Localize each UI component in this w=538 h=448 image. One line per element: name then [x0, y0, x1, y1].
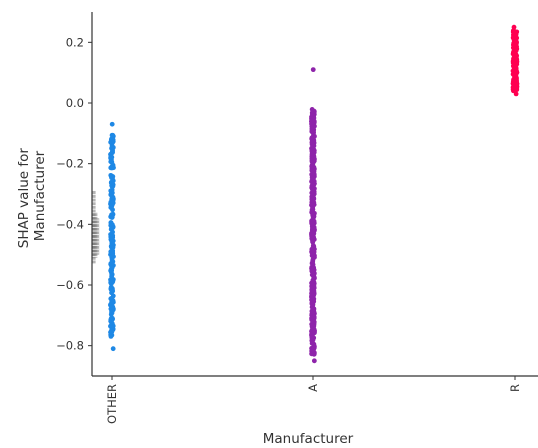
data-point [309, 334, 315, 340]
y-axis-label: SHAP value for Manufacturer [16, 144, 48, 248]
data-point [108, 191, 114, 197]
x-tick-label: OTHER [105, 384, 119, 424]
points-layer [108, 24, 520, 364]
data-point [310, 196, 316, 202]
y-tick-label: −0.8 [56, 339, 84, 353]
data-point [109, 243, 115, 249]
x-tick-label: A [306, 384, 320, 392]
data-point [310, 175, 316, 180]
y-ticks: 0.2 0.0 −0.2 −0.4 −0.6 −0.8 [56, 35, 92, 353]
data-point [310, 231, 315, 237]
data-point [109, 175, 114, 180]
data-point [513, 56, 519, 62]
data-point [310, 234, 315, 240]
data-point [310, 203, 316, 208]
data-point [108, 286, 114, 292]
data-point [309, 285, 315, 290]
data-point [110, 200, 116, 206]
data-point [110, 132, 116, 138]
data-point [310, 163, 315, 168]
data-point [110, 139, 116, 144]
data-point [108, 323, 113, 329]
data-point [110, 196, 116, 202]
data-point [513, 91, 519, 97]
data-point [311, 347, 316, 352]
data-point [310, 306, 316, 311]
data-point [310, 167, 316, 173]
data-point [311, 358, 317, 364]
y-tick-label: 0.2 [66, 35, 84, 49]
data-point [110, 327, 116, 332]
data-point [110, 259, 116, 264]
data-point [510, 29, 516, 35]
data-point [511, 49, 517, 55]
data-point [310, 290, 315, 296]
data-point [310, 108, 316, 114]
data-point [513, 64, 519, 70]
y-tick-label: −0.4 [56, 217, 84, 231]
data-point [109, 187, 115, 193]
y-axis-label-line-1: SHAP value for [16, 148, 32, 249]
data-point [312, 181, 317, 187]
data-point [110, 183, 116, 189]
data-point [109, 149, 115, 155]
data-point [511, 77, 516, 83]
data-point [311, 115, 317, 121]
data-point [510, 60, 516, 66]
data-point [311, 227, 317, 232]
data-point [310, 67, 316, 73]
data-point [311, 171, 317, 177]
data-point [109, 309, 115, 315]
data-point [310, 258, 316, 264]
y-tick-label: −0.2 [56, 157, 84, 171]
data-point [311, 210, 316, 216]
data-point [109, 212, 114, 218]
data-point [109, 121, 115, 127]
data-point [109, 253, 115, 259]
y-tick-label: −0.6 [56, 278, 84, 292]
data-point [108, 318, 114, 324]
data-point [513, 85, 519, 91]
x-tick-label: R [508, 384, 522, 392]
y-tick-label: 0.0 [66, 96, 84, 110]
data-point [310, 262, 316, 267]
y-axis-label-line-2: Manufacturer [32, 150, 48, 241]
data-point [109, 264, 115, 270]
data-point [309, 145, 315, 150]
data-point [108, 205, 114, 210]
x-ticks: OTHER A R [105, 376, 522, 424]
data-point [311, 159, 317, 164]
data-point [512, 42, 517, 48]
data-point [310, 206, 316, 212]
data-point [108, 249, 114, 255]
data-point [309, 129, 315, 134]
data-point [108, 165, 114, 171]
data-point [310, 239, 315, 245]
data-point [311, 154, 317, 159]
data-point [109, 297, 115, 303]
data-point [310, 247, 315, 253]
x-axis-label: Manufacturer [263, 431, 354, 447]
data-point [309, 268, 315, 274]
data-point [109, 239, 115, 245]
data-point [310, 134, 316, 140]
data-point [109, 272, 115, 277]
histogram-bar [92, 218, 100, 255]
data-point [310, 340, 315, 346]
data-point [309, 301, 315, 307]
data-point [311, 314, 317, 320]
data-point [310, 188, 316, 194]
data-point [310, 124, 316, 130]
data-point [109, 154, 115, 160]
data-point [108, 221, 114, 227]
data-point [108, 279, 114, 285]
data-point [310, 220, 316, 226]
data-point [309, 327, 315, 333]
histogram-layer [92, 190, 100, 265]
data-point [110, 229, 115, 235]
data-point [110, 346, 116, 352]
